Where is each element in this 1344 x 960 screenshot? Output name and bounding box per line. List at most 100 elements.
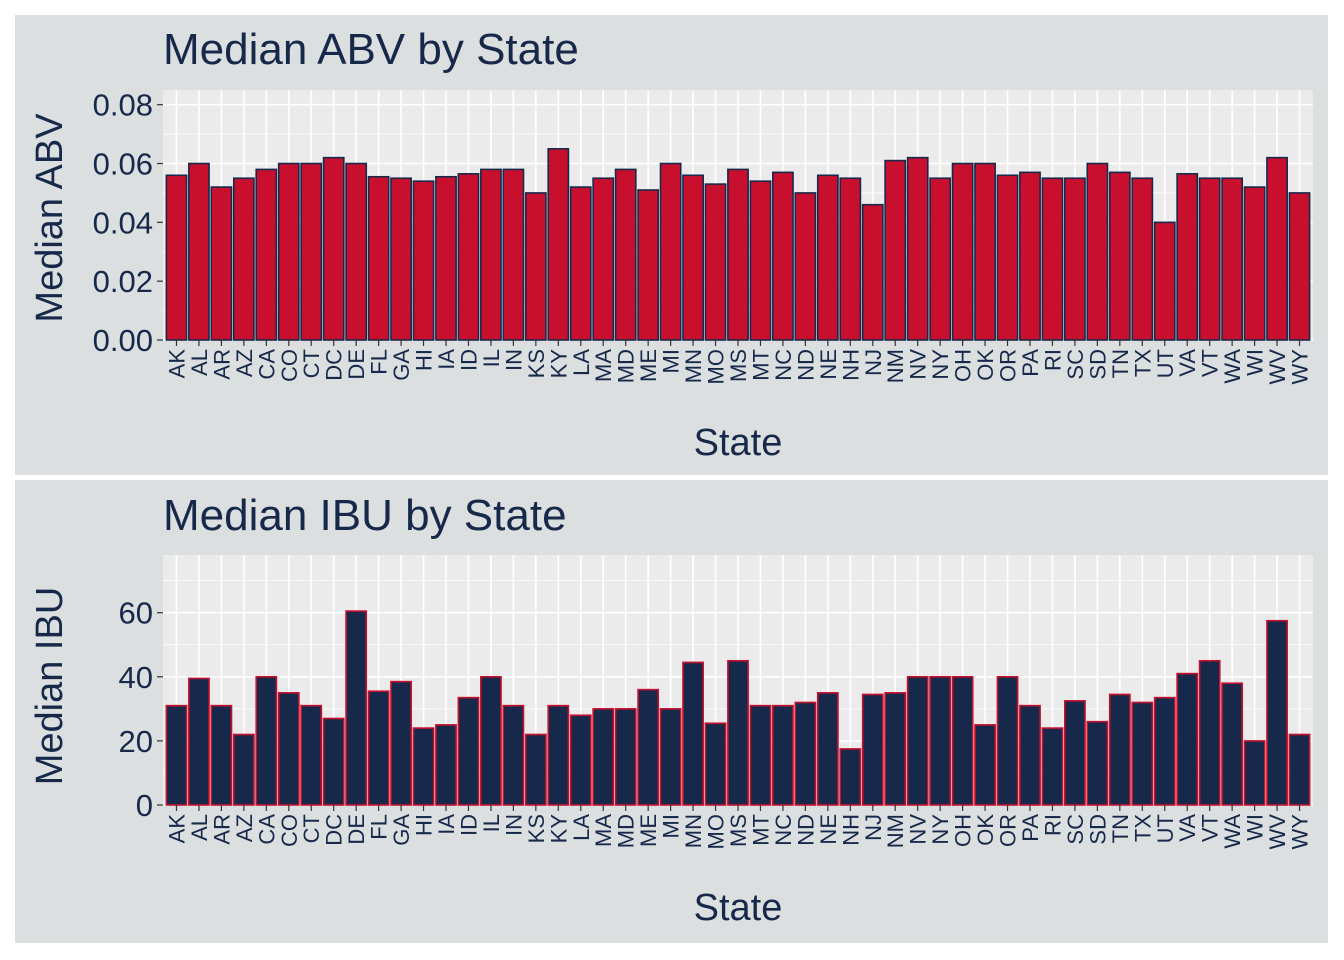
x-tick-label: TN (1108, 814, 1133, 843)
x-tick-label: KS (524, 814, 549, 843)
x-tick-label: VA (1175, 814, 1200, 842)
x-tick-label: MA (591, 349, 616, 382)
x-tick-label: AK (164, 349, 189, 379)
bar-ks (524, 192, 547, 341)
bar-mt (749, 704, 772, 806)
x-tick-label: ID (456, 814, 481, 836)
bar-ne (816, 174, 839, 341)
bar-dc (322, 156, 345, 341)
bar-wi (1243, 740, 1266, 806)
ibu-x-axis-title: State (694, 887, 783, 929)
x-tick-label: AL (187, 349, 212, 376)
x-tick-label: WA (1220, 349, 1245, 384)
bar-oh (951, 675, 974, 806)
bar-nm (884, 159, 907, 341)
bar-ar (210, 704, 233, 806)
x-tick-label: FL (367, 349, 392, 375)
abv-y-axis-title: Median ABV (29, 113, 71, 323)
x-tick-label: MI (659, 814, 684, 838)
x-tick-label: ND (793, 814, 818, 846)
bar-md (614, 708, 637, 806)
bar-tn (1108, 693, 1131, 806)
y-tick-label: 20 (119, 724, 153, 759)
bar-nj (861, 203, 884, 341)
x-tick-label: NH (838, 349, 863, 381)
x-tick-label: DC (322, 814, 347, 846)
x-tick-label: RI (1040, 349, 1065, 371)
bar-wa (1221, 177, 1244, 341)
x-tick-label: MD (614, 349, 639, 383)
y-tick-label: 0.08 (93, 88, 153, 123)
x-tick-label: CT (299, 349, 324, 378)
bar-ga (390, 177, 412, 341)
x-tick-label: HI (412, 814, 437, 836)
x-tick-label: AZ (232, 814, 257, 842)
x-tick-label: AR (209, 349, 234, 380)
bar-nd (794, 701, 817, 806)
bar-wv (1266, 156, 1288, 341)
x-tick-label: NE (816, 814, 841, 845)
x-tick-label: CA (254, 349, 279, 380)
bar-wy (1288, 733, 1311, 806)
x-tick-label: OH (951, 814, 976, 847)
bar-mi (659, 708, 682, 806)
bar-ia (435, 724, 457, 806)
bar-or (996, 174, 1019, 341)
bar-ri (1041, 177, 1064, 341)
x-tick-label: IN (501, 349, 526, 371)
x-tick-label: UT (1153, 814, 1178, 843)
bar-tx (1131, 177, 1154, 341)
x-tick-label: AR (209, 814, 234, 845)
x-tick-label: MS (726, 814, 751, 847)
bar-mn (682, 174, 704, 341)
x-tick-label: ND (793, 349, 818, 381)
y-tick-label: 0.06 (93, 147, 153, 182)
bar-tx (1131, 701, 1154, 806)
y-tick-label: 60 (119, 596, 153, 631)
x-tick-label: WA (1220, 814, 1245, 849)
bar-wa (1221, 682, 1244, 806)
bar-co (277, 162, 300, 341)
bar-vt (1198, 659, 1221, 806)
x-tick-label: ME (636, 814, 661, 847)
abv-chart-panel: Median ABV by State 0.00 0.02 0.04 0.06 0.08… (15, 15, 1328, 475)
bar-or (996, 675, 1019, 806)
x-tick-label: NJ (861, 349, 886, 376)
bar-az (232, 177, 255, 341)
x-tick-label: SC (1063, 349, 1088, 380)
bar-az (232, 733, 255, 806)
x-tick-label: NC (771, 814, 796, 846)
bar-mt (749, 180, 772, 341)
x-tick-label: CO (277, 814, 302, 847)
bar-nc (772, 704, 794, 806)
bar-ma (592, 177, 615, 341)
x-tick-label: SC (1063, 814, 1088, 845)
x-tick-label: IA (434, 814, 459, 835)
x-tick-label: TN (1108, 349, 1133, 378)
x-tick-label: WY (1288, 349, 1313, 385)
bar-mo (704, 183, 727, 341)
x-tick-label: OH (951, 349, 976, 382)
abv-bars (165, 148, 1311, 341)
x-tick-label: AZ (232, 349, 257, 377)
bar-ca (255, 168, 278, 341)
bar-de (345, 162, 368, 341)
x-tick-label: TX (1130, 349, 1155, 377)
bar-sc (1064, 700, 1086, 806)
bar-nc (772, 171, 794, 341)
bar-ga (390, 680, 412, 806)
x-tick-label: WV (1265, 349, 1290, 385)
abv-chart-title: Median ABV by State (163, 25, 579, 74)
bar-ky (547, 148, 570, 341)
x-tick-label: NM (883, 349, 908, 383)
bar-ct (300, 704, 323, 806)
x-tick-label: OK (973, 349, 998, 381)
bar-hi (412, 727, 435, 806)
bar-nv (906, 675, 929, 806)
bar-hi (412, 180, 435, 341)
bar-co (277, 692, 300, 806)
x-tick-label: NV (906, 814, 931, 845)
x-tick-label: VA (1175, 349, 1200, 377)
bar-pa (1019, 704, 1041, 806)
x-tick-label: CO (277, 349, 302, 382)
